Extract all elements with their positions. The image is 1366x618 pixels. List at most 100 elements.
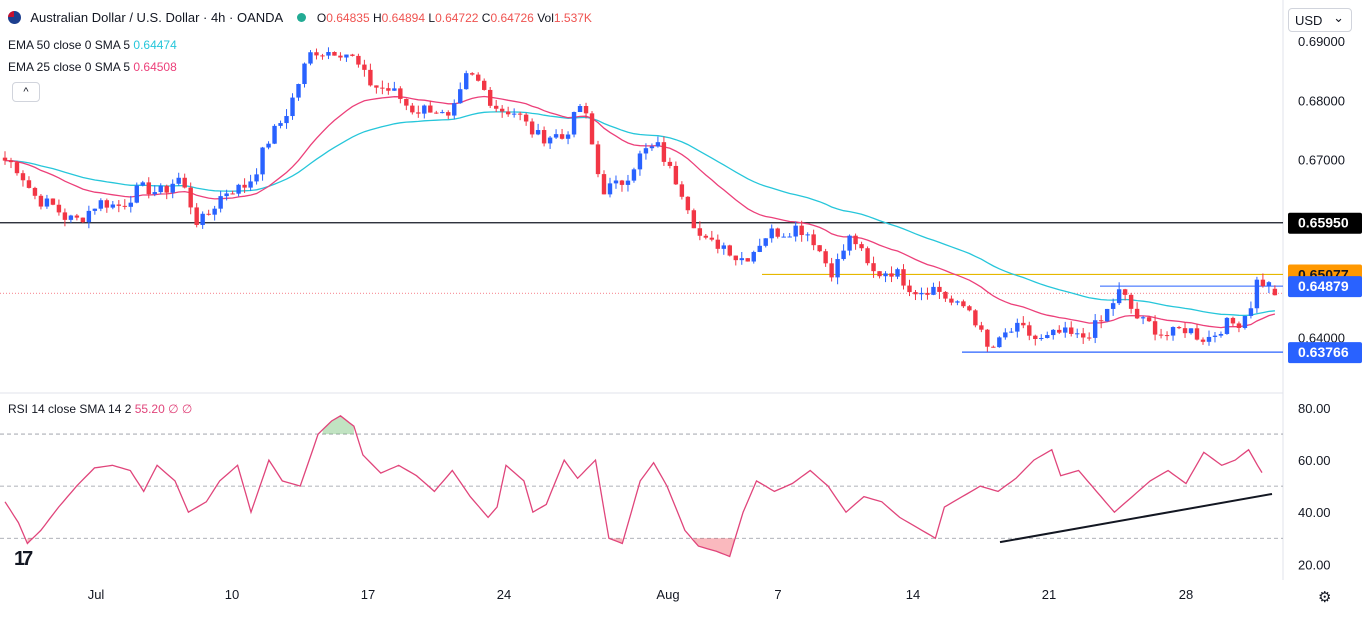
candle-body bbox=[1200, 339, 1206, 342]
tradingview-logo-icon[interactable]: 17 bbox=[14, 548, 33, 570]
vol-value: 1.537K bbox=[553, 11, 592, 25]
settings-icon[interactable]: ⚙ bbox=[1318, 589, 1332, 606]
candle-body bbox=[547, 137, 553, 144]
resistance-label-box bbox=[1288, 212, 1362, 234]
candle-body bbox=[272, 125, 277, 144]
rsi-extra: ∅ ∅ bbox=[168, 402, 193, 416]
candle-body bbox=[1063, 327, 1068, 333]
candle-body bbox=[314, 52, 319, 56]
candle-body bbox=[152, 192, 157, 195]
candle-body bbox=[661, 142, 667, 162]
candle-body bbox=[56, 204, 62, 213]
candle-body bbox=[955, 301, 960, 303]
low-label: L bbox=[428, 11, 436, 25]
candle-body bbox=[356, 55, 361, 65]
candle-body bbox=[194, 207, 199, 225]
candle-body bbox=[482, 80, 487, 90]
price-tick-label: 0.68000 bbox=[1298, 93, 1345, 108]
candle-body bbox=[943, 291, 948, 299]
candle-body bbox=[811, 234, 816, 246]
candle-body bbox=[493, 105, 499, 109]
candle-body bbox=[218, 196, 223, 209]
rsi-pane[interactable] bbox=[0, 415, 1283, 558]
price-pane[interactable] bbox=[0, 47, 1283, 353]
support-label-box bbox=[1288, 342, 1362, 364]
candle-body bbox=[781, 236, 786, 238]
candle-body bbox=[739, 258, 744, 261]
candle-body bbox=[925, 292, 930, 295]
candle-body bbox=[1081, 333, 1086, 338]
candle-body bbox=[116, 204, 122, 206]
candle-body bbox=[823, 251, 828, 264]
collapse-legend-button[interactable]: ^ bbox=[12, 82, 40, 102]
ema50-legend[interactable]: EMA 50 close 0 SMA 5 0.64474 bbox=[8, 38, 177, 53]
candle-body bbox=[1230, 317, 1236, 324]
candle-body bbox=[1092, 320, 1098, 338]
candle-body bbox=[919, 292, 924, 295]
candle-body bbox=[733, 255, 738, 261]
candle-body bbox=[224, 193, 229, 197]
rsi-tick-label: 40.00 bbox=[1298, 505, 1331, 520]
candle-body bbox=[769, 228, 774, 239]
candle-body bbox=[613, 180, 619, 184]
symbol-title[interactable]: Australian Dollar / U.S. Dollar · 4h · O… bbox=[30, 10, 284, 25]
candle-body bbox=[979, 325, 984, 330]
rsi-tick-label: 80.00 bbox=[1298, 401, 1331, 416]
axes: 0.69000 0.68000 0.67000 0.64000 80.00 60.00 40… bbox=[88, 34, 1345, 602]
candle-body bbox=[673, 165, 679, 185]
candle-body bbox=[230, 193, 235, 195]
candle-body bbox=[434, 112, 439, 114]
chevron-up-icon: ^ bbox=[23, 86, 29, 98]
candle-body bbox=[188, 187, 193, 208]
candle-body bbox=[685, 196, 691, 211]
candle-body bbox=[1110, 303, 1116, 309]
rsi-legend[interactable]: RSI 14 close SMA 14 2 55.20 ∅ ∅ bbox=[8, 402, 192, 417]
candle-body bbox=[991, 346, 996, 348]
time-tick-label: 17 bbox=[361, 587, 375, 602]
candle-body bbox=[338, 55, 343, 58]
candle-body bbox=[446, 112, 451, 116]
candle-body bbox=[859, 244, 864, 249]
close-value: 0.64726 bbox=[490, 11, 534, 25]
candle-body bbox=[176, 177, 181, 184]
candle-body bbox=[302, 63, 307, 85]
symbol-legend[interactable]: Australian Dollar / U.S. Dollar · 4h · O… bbox=[8, 10, 592, 26]
candle-body bbox=[464, 73, 469, 90]
rsi-label: RSI 14 close SMA 14 2 bbox=[8, 402, 132, 416]
current-label-box bbox=[1288, 276, 1362, 298]
candle-body bbox=[847, 235, 852, 251]
candle-body bbox=[595, 144, 601, 175]
candle-body bbox=[1039, 338, 1044, 340]
candle-body bbox=[1182, 328, 1188, 334]
candle-body bbox=[841, 250, 846, 260]
candle-body bbox=[1194, 328, 1200, 340]
candle-body bbox=[392, 88, 397, 91]
close-label: C bbox=[481, 11, 491, 25]
candle-body bbox=[170, 183, 175, 193]
candle-body bbox=[344, 54, 349, 58]
candle-body bbox=[20, 173, 26, 181]
open-value: 0.64835 bbox=[326, 11, 370, 25]
candle-body bbox=[541, 130, 547, 144]
candle-body bbox=[320, 55, 325, 57]
candle-body bbox=[380, 87, 385, 89]
candle-body bbox=[362, 64, 367, 70]
support-label-text: 0.63766 bbox=[1298, 344, 1349, 360]
candle-body bbox=[883, 273, 888, 277]
candle-body bbox=[404, 98, 409, 106]
candle-body bbox=[86, 210, 92, 223]
candle-body bbox=[589, 113, 595, 145]
candle-body bbox=[182, 177, 187, 188]
candle-body bbox=[296, 84, 301, 98]
candle-body bbox=[625, 180, 631, 185]
candle-body bbox=[128, 202, 133, 207]
candle-body bbox=[829, 263, 834, 278]
candle-body bbox=[1122, 289, 1128, 295]
candle-body bbox=[523, 114, 529, 122]
currency-select[interactable]: USD bbox=[1288, 6, 1352, 32]
rsi-tick-label: 20.00 bbox=[1298, 557, 1331, 572]
ema25-legend[interactable]: EMA 25 close 0 SMA 5 0.64508 bbox=[8, 60, 177, 75]
aud-usd-flag-icon bbox=[8, 11, 21, 24]
candle-body bbox=[68, 215, 74, 220]
